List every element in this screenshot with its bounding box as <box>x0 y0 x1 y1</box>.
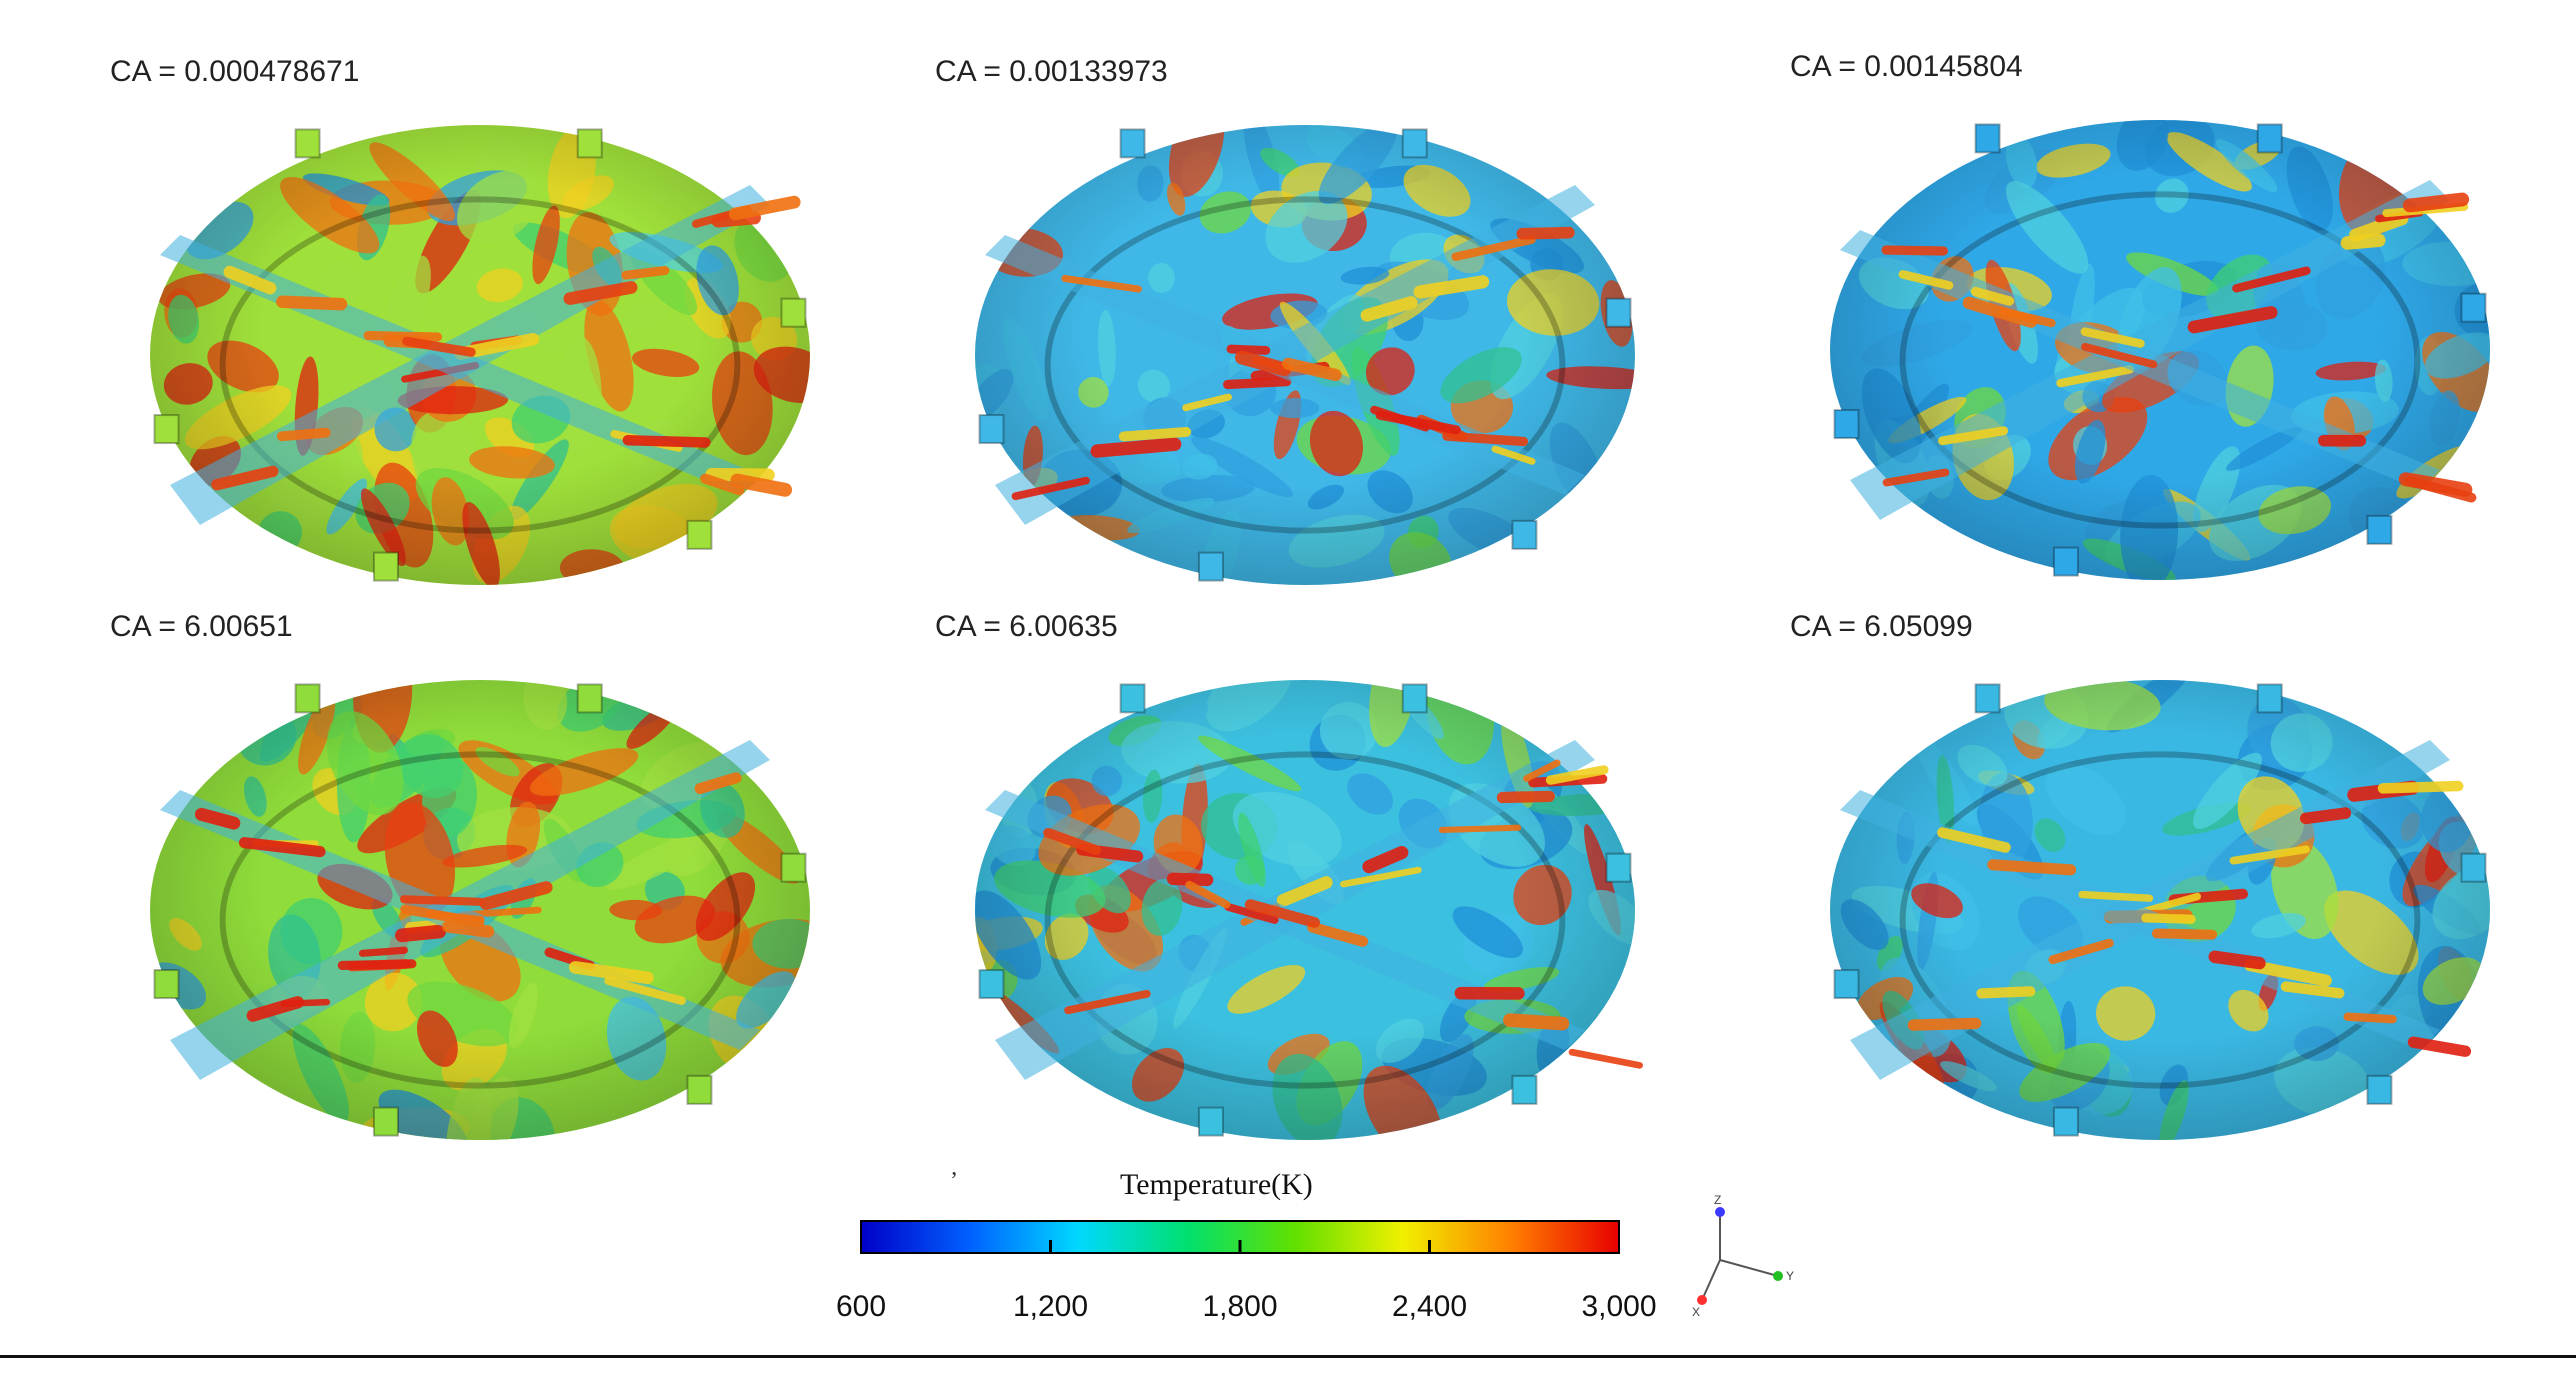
panel-ca-0.00133973: CA = 0.00133973 <box>935 55 1675 615</box>
cutting-planes <box>1840 180 2477 520</box>
rim-notches <box>153 683 807 1137</box>
bottom-rule <box>0 1355 2576 1358</box>
panel-ca-0.000478671: CA = 0.000478671 <box>110 55 850 615</box>
crank-angle-label: CA = 6.00635 <box>935 610 1118 643</box>
panel-ca-6.05099: CA = 6.05099 <box>1790 610 2530 1170</box>
cutting-planes <box>160 740 770 1080</box>
axis-triad: Z Y X <box>1692 1193 1794 1319</box>
rim-notches <box>978 128 1632 582</box>
rim-notches <box>1833 683 2487 1137</box>
colorbar-tick-label: 600 <box>835 1290 887 1323</box>
crank-angle-label: CA = 0.00133973 <box>935 55 1168 88</box>
panel-ca-6.00635: CA = 6.00635 <box>935 610 1675 1170</box>
temperature-field-render <box>1830 680 2490 1140</box>
stray-mark: ’ <box>950 1168 958 1194</box>
z-axis-marker <box>1715 1207 1725 1217</box>
y-axis-marker <box>1773 1271 1783 1281</box>
colorbar-tick-label: 1,200 <box>1012 1290 1089 1323</box>
colorbar-tick-label: 1,800 <box>1202 1290 1278 1323</box>
temperature-field-render <box>150 125 810 585</box>
x-axis-line <box>1701 1259 1721 1301</box>
crank-angle-label: CA = 6.00651 <box>110 610 293 643</box>
temperature-field-render <box>975 125 1635 585</box>
cutting-planes <box>160 185 801 525</box>
panel-ca-0.00145804: CA = 0.00145804 <box>1790 50 2530 610</box>
crank-angle-label: CA = 6.05099 <box>1790 610 1973 643</box>
temperature-field-render <box>975 680 1643 1140</box>
crank-angle-label: CA = 0.000478671 <box>110 55 360 88</box>
temperature-field-render <box>1830 120 2490 580</box>
panel-ca-6.00651: CA = 6.00651 <box>110 610 850 1170</box>
x-axis-marker <box>1697 1295 1707 1305</box>
cutting-planes <box>985 740 1643 1080</box>
y-axis-line <box>1719 1259 1779 1277</box>
rim-notches <box>978 683 1632 1137</box>
colorbar-title: Temperature(K) <box>1120 1168 1313 1201</box>
cutting-planes <box>985 185 1595 525</box>
z-axis-label: Z <box>1714 1193 1721 1207</box>
colorbar-tick-label: 2,400 <box>1391 1290 1468 1323</box>
x-axis-label: X <box>1692 1305 1700 1319</box>
crank-angle-label: CA = 0.00145804 <box>1790 50 2023 83</box>
colorbar-tick-label: 3,000 <box>1581 1290 1657 1323</box>
rim-notches <box>1833 123 2487 577</box>
rim-notches <box>153 128 807 582</box>
cutting-planes <box>1840 740 2472 1080</box>
y-axis-label: Y <box>1786 1269 1794 1283</box>
temperature-field-render <box>150 680 810 1140</box>
temperature-colorbar <box>860 1220 1620 1254</box>
